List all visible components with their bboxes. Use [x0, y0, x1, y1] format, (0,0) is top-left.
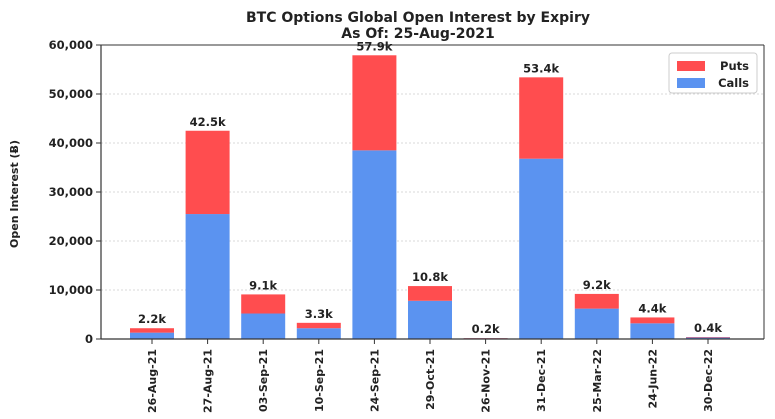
data-label: 9.2k	[583, 278, 611, 292]
y-tick-label: 50,000	[49, 87, 93, 101]
data-label: 0.2k	[472, 322, 500, 336]
x-tick-label: 24-Jun-22	[646, 349, 659, 409]
y-axis-label: Open Interest (Ƀ)	[8, 140, 21, 248]
legend-swatch	[677, 61, 705, 71]
bar-calls	[408, 301, 452, 339]
bar-calls	[241, 314, 285, 339]
x-tick-label: 31-Dec-21	[535, 349, 548, 412]
x-tick-label: 26-Nov-21	[480, 349, 493, 413]
x-tick-label: 25-Mar-22	[591, 349, 604, 413]
bar-puts	[352, 55, 396, 150]
bar-puts	[297, 323, 341, 328]
x-tick-label: 24-Sep-21	[368, 349, 381, 412]
bar-puts	[575, 294, 619, 309]
x-tick-label: 27-Aug-21	[202, 349, 215, 413]
bar-puts	[408, 286, 452, 301]
bar-puts	[519, 77, 563, 158]
x-tick-label: 29-Oct-21	[424, 349, 437, 410]
data-label: 3.3k	[305, 307, 333, 321]
bar-calls	[297, 328, 341, 339]
legend-swatch	[677, 78, 705, 88]
bars	[130, 55, 730, 339]
bar-puts	[130, 328, 174, 332]
legend: Puts Calls	[669, 53, 757, 93]
x-tick-label: 30-Dec-22	[702, 349, 715, 412]
x-tick-label: 03-Sep-21	[257, 349, 270, 412]
bar-puts	[630, 317, 674, 323]
data-label: 4.4k	[638, 301, 666, 315]
legend-label: Puts	[720, 59, 749, 73]
data-label: 2.2k	[138, 312, 166, 326]
y-tick-label: 0	[85, 332, 93, 346]
bar-calls	[519, 159, 563, 339]
bar-calls	[630, 323, 674, 339]
chart-title: BTC Options Global Open Interest by Expi…	[246, 10, 590, 26]
bar-calls	[130, 333, 174, 339]
bar-calls	[186, 214, 230, 339]
y-tick-label: 60,000	[49, 38, 93, 52]
data-label: 10.8k	[412, 270, 448, 284]
data-label: 42.5k	[190, 115, 226, 129]
bar-calls	[352, 150, 396, 339]
data-label: 9.1k	[249, 278, 277, 292]
bar-puts	[241, 294, 285, 313]
data-label: 57.9k	[356, 39, 392, 53]
y-tick-label: 20,000	[49, 234, 93, 248]
y-tick-label: 10,000	[49, 283, 93, 297]
x-tick-label: 10-Sep-21	[313, 349, 326, 412]
y-tick-label: 30,000	[49, 185, 93, 199]
bar-calls	[575, 309, 619, 339]
data-label: 53.4k	[523, 61, 559, 75]
y-tick-label: 40,000	[49, 136, 93, 150]
data-label: 0.4k	[694, 321, 722, 335]
bar-puts	[186, 131, 230, 214]
x-tick-label: 26-Aug-21	[146, 349, 159, 413]
legend-label: Calls	[718, 76, 749, 90]
